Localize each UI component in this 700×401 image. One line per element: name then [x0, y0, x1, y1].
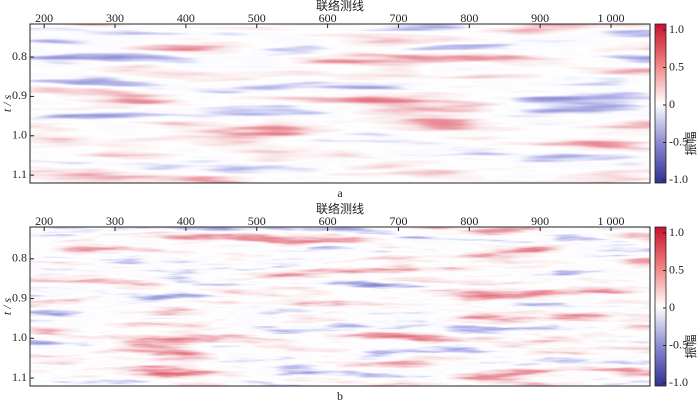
plot-frame [29, 226, 651, 387]
x-tick-label: 400 [177, 214, 195, 228]
y-tick-label: 1.0 [12, 128, 27, 142]
x-tick-label: 600 [319, 214, 337, 228]
y-tick-label: 1.0 [12, 330, 27, 344]
y-tick-label: 0.8 [12, 49, 27, 63]
y-tick-label: 1.1 [12, 167, 27, 181]
x-tick-label: 800 [460, 214, 478, 228]
x-tick-label: 700 [389, 11, 407, 25]
x-tick-label: 800 [460, 11, 478, 25]
colorbar-tick-label: -0.5 [669, 134, 688, 148]
colorbar-tick-label: 0 [669, 97, 675, 111]
y-axis-title: t / s [0, 95, 14, 113]
x-tick-label: 500 [248, 214, 266, 228]
colorbar [654, 23, 667, 184]
colorbar-title: 振幅 [683, 334, 698, 358]
y-tick-label: 0.9 [12, 290, 27, 304]
x-tick-label: 400 [177, 11, 195, 25]
colorbar-tick-label: -1.0 [669, 172, 688, 186]
colorbar-tick-label: -0.5 [669, 337, 688, 351]
x-axis-title: 联络测线 [316, 0, 364, 13]
x-tick-label: 200 [35, 214, 53, 228]
colorbar-tick-label: 0.5 [669, 59, 684, 73]
y-tick-label: 0.8 [12, 251, 27, 265]
x-tick-label: 1 000 [598, 11, 625, 25]
panel-caption: a [337, 186, 343, 200]
colorbar-tick-label: 1.0 [669, 225, 684, 239]
panel-caption: b [337, 389, 343, 401]
colorbar-tick-label: -1.0 [669, 375, 688, 389]
y-axis-title: t / s [0, 298, 14, 316]
y-tick-label: 0.9 [12, 88, 27, 102]
seismic-image [30, 227, 650, 386]
colorbar-tick-label: 1.0 [669, 22, 684, 36]
plot-frame [29, 23, 651, 184]
x-tick-label: 700 [389, 214, 407, 228]
x-tick-label: 900 [531, 11, 549, 25]
x-tick-label: 300 [106, 214, 124, 228]
x-tick-label: 1 000 [598, 214, 625, 228]
x-tick-label: 600 [319, 11, 337, 25]
y-tick-label: 1.1 [12, 370, 27, 384]
x-tick-label: 200 [35, 11, 53, 25]
x-tick-label: 900 [531, 214, 549, 228]
x-axis-title: 联络测线 [316, 201, 364, 216]
x-tick-label: 500 [248, 11, 266, 25]
colorbar-tick-label: 0 [669, 300, 675, 314]
x-tick-label: 300 [106, 11, 124, 25]
colorbar-title: 振幅 [683, 131, 698, 155]
colorbar-tick-label: 0.5 [669, 262, 684, 276]
colorbar [654, 226, 667, 387]
seismic-image [30, 24, 650, 183]
